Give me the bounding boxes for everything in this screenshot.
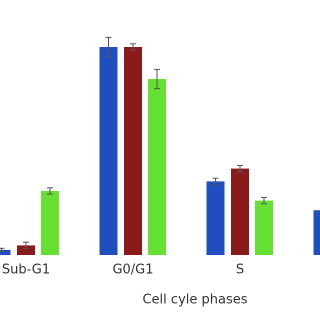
bar bbox=[41, 191, 59, 255]
bar bbox=[231, 168, 249, 255]
error-bar bbox=[47, 187, 53, 195]
x-tick-label: G0/G1 bbox=[112, 263, 153, 278]
error-bar bbox=[23, 241, 29, 250]
error-bar bbox=[105, 36, 112, 58]
bar bbox=[313, 210, 320, 255]
bar bbox=[124, 47, 142, 255]
bar bbox=[255, 200, 273, 255]
x-tick-label: Sub-G1 bbox=[2, 263, 50, 278]
error-bar bbox=[154, 68, 160, 90]
x-axis-title: Cell cyle phases bbox=[142, 293, 247, 308]
bar bbox=[206, 181, 225, 255]
bar bbox=[17, 245, 35, 255]
error-bar bbox=[261, 196, 267, 205]
bar bbox=[0, 249, 11, 255]
error-bar bbox=[130, 43, 136, 51]
bar bbox=[99, 47, 118, 255]
x-tick-label: S bbox=[236, 263, 244, 278]
bar bbox=[148, 79, 166, 255]
error-bar bbox=[0, 247, 5, 252]
error-bar bbox=[237, 164, 243, 173]
error-bar bbox=[212, 177, 219, 186]
